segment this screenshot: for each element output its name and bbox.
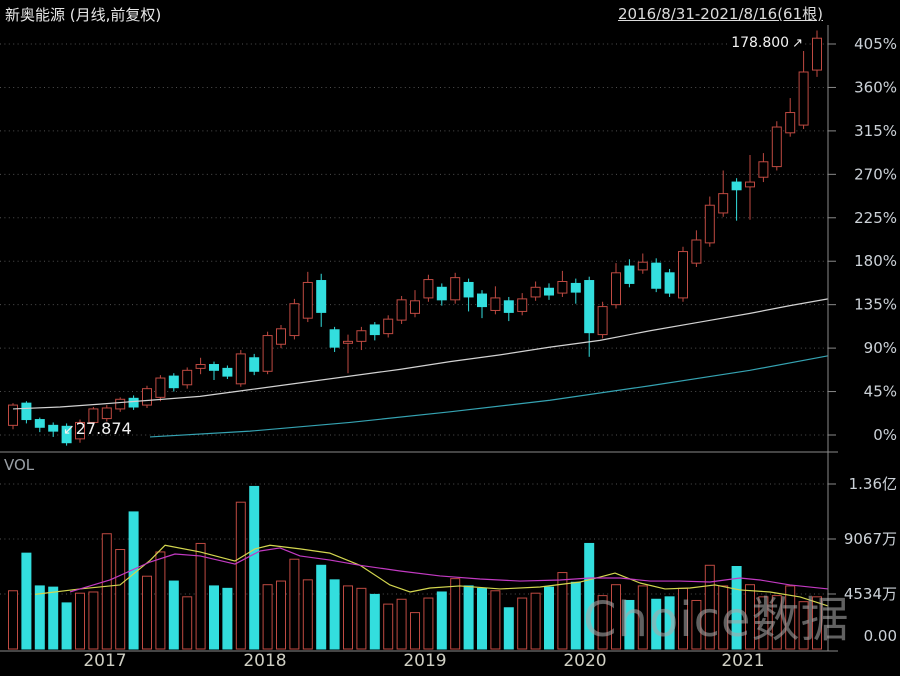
down-left-arrow-icon: ↙ — [63, 422, 75, 438]
svg-text:4534万: 4534万 — [844, 585, 897, 603]
svg-text:315%: 315% — [854, 122, 897, 140]
chart-header: 新奥能源 (月线,前复权) 2016/8/31-2021/8/16(61根) — [0, 0, 900, 24]
lowest-price-label: ↙27.874 — [63, 419, 132, 438]
lowest-price-value: 27.874 — [75, 419, 132, 438]
choice-watermark: Choice数据 — [583, 592, 850, 648]
svg-text:2021: 2021 — [721, 651, 764, 671]
svg-text:0%: 0% — [873, 426, 897, 444]
axes — [0, 25, 838, 652]
date-range-link[interactable]: 2016/8/31-2021/8/16(61根) — [617, 5, 823, 23]
svg-text:9067万: 9067万 — [844, 530, 897, 548]
svg-text:180%: 180% — [854, 252, 897, 270]
page-title: 新奥能源 (月线,前复权) — [5, 6, 162, 24]
up-right-arrow-icon: ↗ — [792, 36, 803, 51]
svg-text:0.00: 0.00 — [864, 627, 897, 645]
svg-text:270%: 270% — [854, 165, 897, 183]
volume-bars — [8, 485, 822, 650]
svg-text:2017: 2017 — [83, 651, 126, 671]
svg-text:2018: 2018 — [243, 651, 286, 671]
latest-price-label: 178.800 ↗ — [729, 35, 805, 51]
axis-tick-labels: 405% 360% 315% 270% 225% 180% 135% 90% 45% 0% 1.36… — [83, 35, 897, 671]
svg-text:225%: 225% — [854, 209, 897, 227]
ma-lines — [12, 298, 829, 607]
svg-text:360%: 360% — [854, 78, 897, 96]
gridlines — [0, 43, 828, 595]
svg-text:45%: 45% — [864, 383, 897, 401]
svg-text:90%: 90% — [864, 339, 897, 357]
svg-text:2020: 2020 — [563, 651, 606, 671]
svg-text:405%: 405% — [854, 35, 897, 53]
svg-text:135%: 135% — [854, 296, 897, 314]
volume-panel-label: VOL — [4, 456, 35, 474]
svg-text:1.36亿: 1.36亿 — [849, 475, 897, 493]
svg-text:2019: 2019 — [403, 651, 446, 671]
candlesticks — [8, 30, 822, 446]
latest-price-value: 178.800 — [731, 35, 790, 51]
